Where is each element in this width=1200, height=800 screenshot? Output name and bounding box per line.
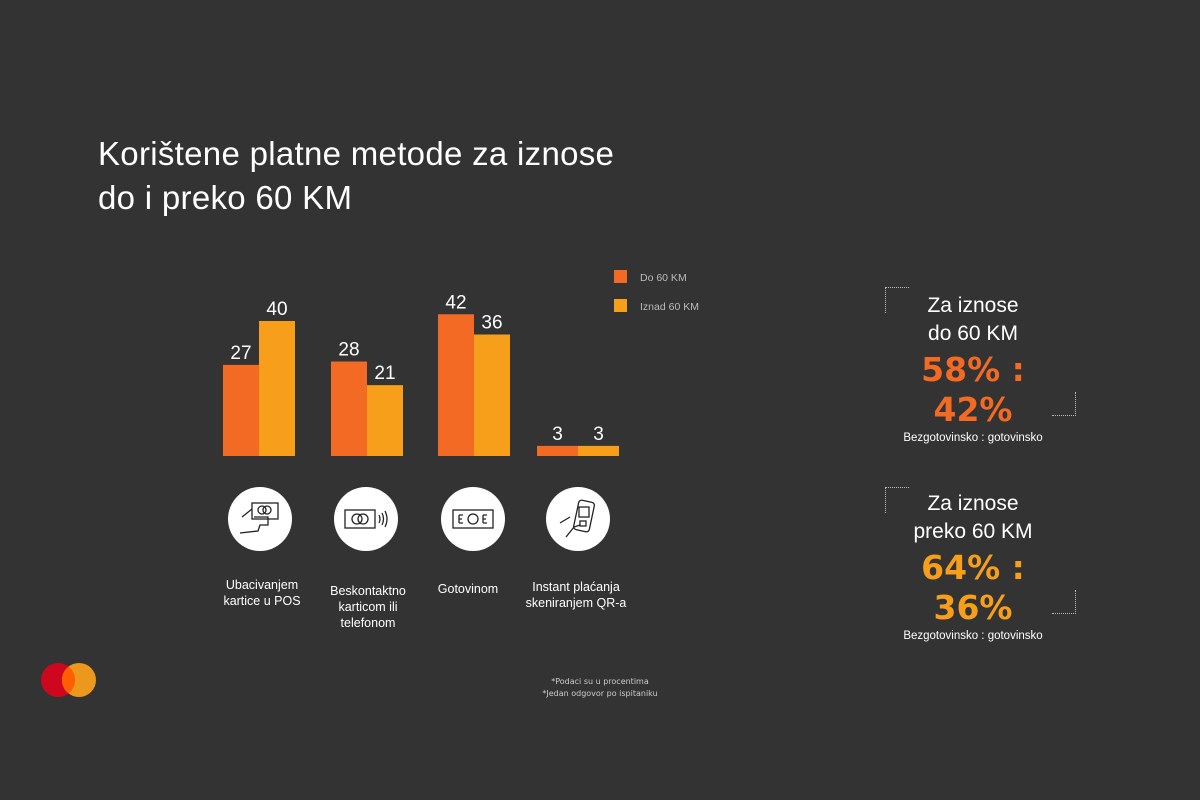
- corner-decoration: [1052, 392, 1076, 416]
- category-label-line: telefonom: [340, 616, 396, 630]
- legend-swatch: [614, 299, 627, 312]
- summary-heading: Za iznose: [927, 492, 1019, 515]
- summary-subtitle: Bezgotovinsko : gotovinsko: [903, 432, 1043, 444]
- data-label: 3: [593, 424, 604, 445]
- page-title: Korištene platne metode za iznose do i p…: [98, 132, 614, 220]
- bar: [331, 361, 367, 456]
- bar: [367, 385, 403, 456]
- bar: [438, 314, 474, 456]
- category-label: Ubacivanjem kartice u POS: [202, 577, 322, 609]
- category-label-line: karticom ili: [338, 600, 398, 614]
- contactless-icon: [334, 487, 398, 551]
- legend-swatch: [614, 270, 627, 283]
- data-label: 42: [445, 292, 466, 313]
- corner-decoration: [1052, 590, 1076, 614]
- bar: [223, 364, 259, 456]
- title-line-1: Korištene platne metode za iznose: [98, 135, 615, 172]
- cash-icon: [441, 487, 505, 551]
- summary-subtitle: Bezgotovinsko : gotovinsko: [903, 630, 1043, 642]
- footnote: *Podaci su u procentima: [551, 677, 649, 686]
- category-label-line: kartice u POS: [223, 594, 301, 608]
- qr-scan-icon: [546, 487, 610, 551]
- category-label: Gotovinom: [408, 581, 528, 597]
- data-label: 3: [552, 424, 563, 445]
- category-label: Beskontaktno karticom ili telefonom: [308, 583, 428, 631]
- category-label: Instant plaćanja skeniranjem QR-a: [516, 579, 636, 611]
- title-line-2: do i preko 60 KM: [98, 179, 353, 216]
- summary-under-60: Za iznose do 60 KM 58% : 42% Bezgotovins…: [878, 292, 1068, 444]
- legend-label: Iznad 60 KM: [640, 301, 699, 313]
- corner-decoration: [885, 287, 909, 313]
- bar: [578, 445, 619, 456]
- category-label-line: Gotovinom: [437, 582, 499, 596]
- data-label: 28: [338, 340, 359, 361]
- bar: [474, 334, 510, 456]
- legend-label: Do 60 KM: [640, 272, 687, 284]
- summary-percent: 64% : 36%: [921, 548, 1025, 627]
- card-insert-icon: [228, 487, 292, 551]
- summary-heading: do 60 KM: [928, 322, 1018, 345]
- bar-chart: 27 28 42 3 Do 60 KM 40 21 36 3 Iznad 60 KM: [223, 270, 699, 456]
- summary-heading: Za iznose: [927, 294, 1019, 317]
- summary-over-60: Za iznose preko 60 KM 64% : 36% Bezgotov…: [878, 490, 1068, 642]
- category-label-line: skeniranjem QR-a: [525, 596, 627, 610]
- data-label: 36: [481, 313, 502, 334]
- data-label: 27: [230, 343, 251, 364]
- category-label-line: Instant plaćanja: [532, 580, 620, 594]
- corner-decoration: [885, 487, 909, 513]
- summary-heading: preko 60 KM: [913, 520, 1033, 543]
- category-label-line: Ubacivanjem: [225, 578, 299, 592]
- bar: [259, 321, 295, 456]
- bar: [537, 445, 578, 456]
- data-label: 40: [266, 299, 287, 320]
- mastercard-logo: [41, 663, 96, 697]
- category-label-line: Beskontaktno: [330, 584, 406, 598]
- data-label: 21: [374, 363, 395, 384]
- footnote: *Jedan odgovor po ispitaniku: [542, 689, 658, 698]
- summary-percent: 58% : 42%: [921, 350, 1025, 429]
